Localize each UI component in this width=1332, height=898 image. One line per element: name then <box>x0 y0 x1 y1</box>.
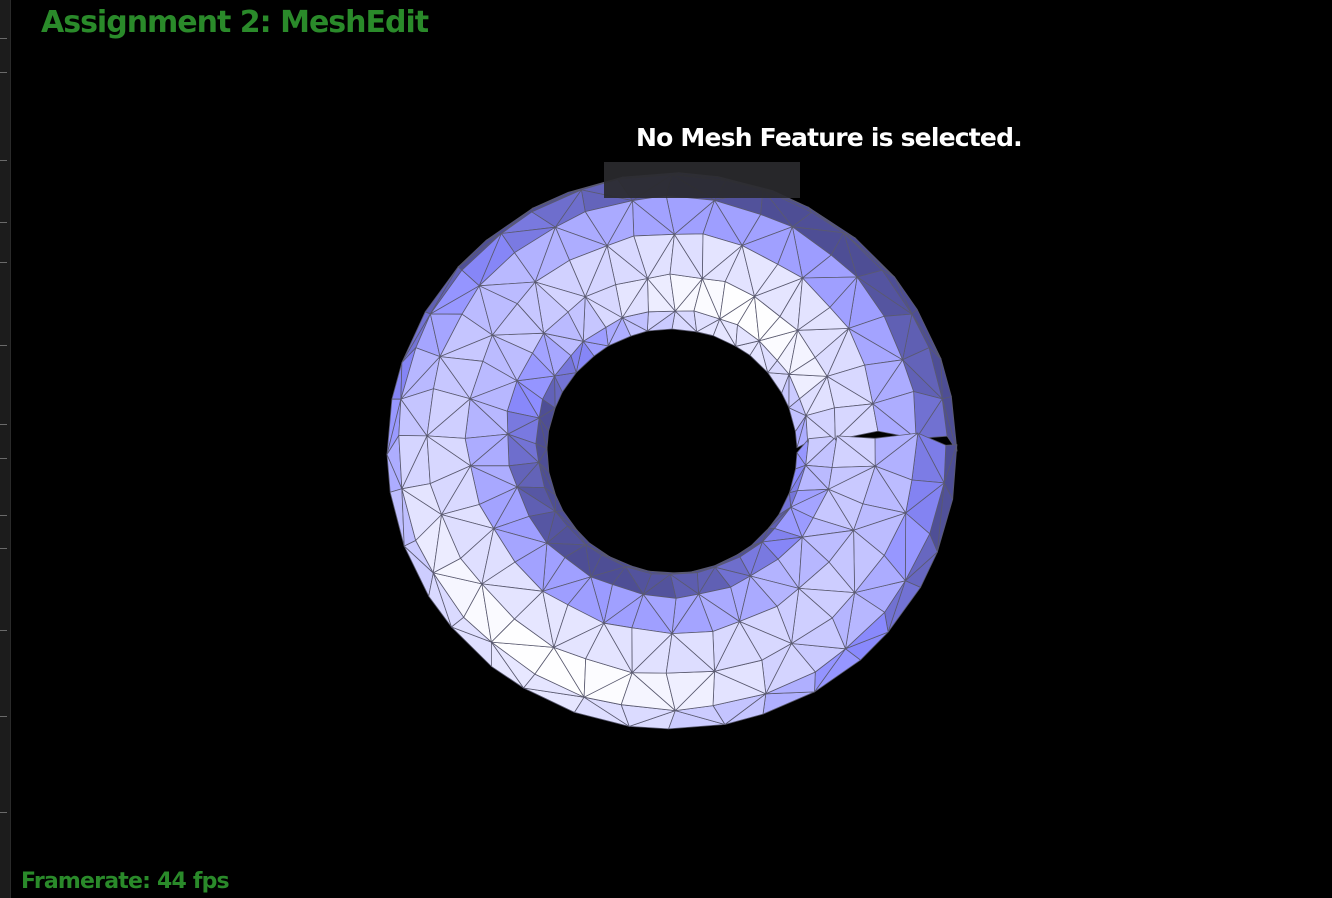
left-edge-strip <box>0 0 11 898</box>
mesh-face[interactable] <box>762 691 815 715</box>
torus-mesh[interactable] <box>386 172 958 730</box>
mesh-face[interactable] <box>940 358 952 400</box>
mesh-face[interactable] <box>872 403 917 440</box>
selection-label-backdrop <box>604 162 800 198</box>
mesh-face[interactable] <box>671 631 715 672</box>
mesh-face[interactable] <box>606 235 648 279</box>
mesh-face[interactable] <box>836 435 876 467</box>
app-title: Assignment 2: MeshEdit <box>41 5 429 40</box>
mesh-face[interactable] <box>491 303 545 336</box>
mesh-face[interactable] <box>754 263 803 297</box>
mesh-face[interactable] <box>826 364 874 405</box>
mesh-face[interactable] <box>554 494 564 512</box>
framerate-readout: Framerate: 44 fps <box>21 869 230 894</box>
mesh-face[interactable] <box>391 362 403 400</box>
mesh-face[interactable] <box>426 435 472 467</box>
selection-status-message: No Mesh Feature is selected. <box>636 123 1023 152</box>
mesh-face[interactable] <box>797 306 850 331</box>
